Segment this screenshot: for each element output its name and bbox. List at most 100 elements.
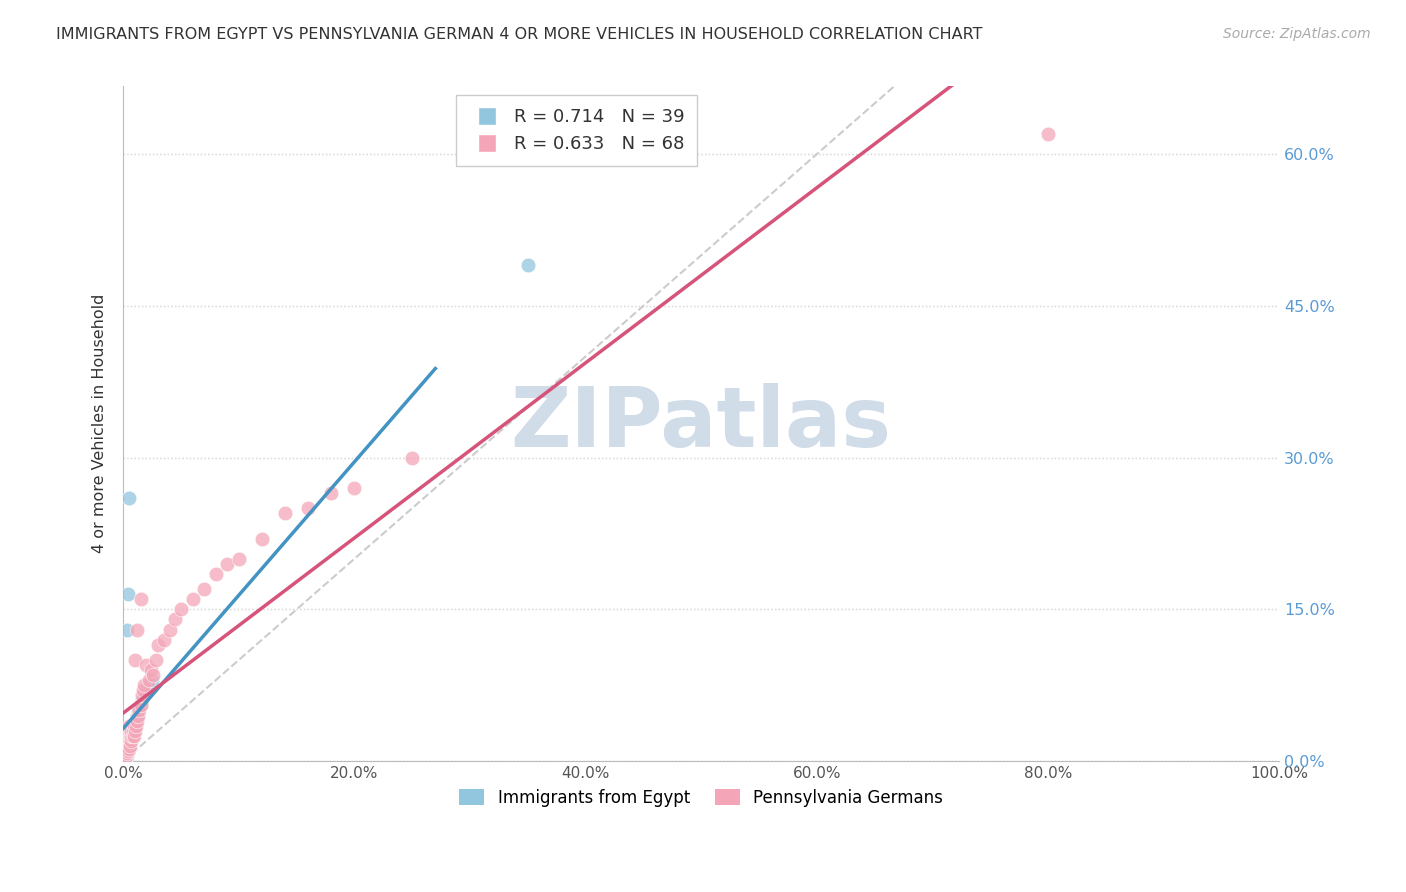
Point [135,657,157,672]
Point [125,719,148,733]
Point [120,729,142,743]
Point [139,663,162,677]
Point [115,742,138,756]
Point [114,749,136,764]
Point [131,689,153,703]
Point [120,729,142,743]
Point [122,723,145,738]
Point [138,673,160,688]
Point [114,723,136,738]
Point [121,729,143,743]
Point [297,501,319,516]
Point [120,734,142,748]
Point [118,719,141,733]
Point [118,729,141,743]
Point [121,723,143,738]
Point [274,506,297,520]
Point [114,744,136,758]
Point [121,723,143,738]
Point [117,729,139,743]
Point [204,566,226,581]
Point [127,704,149,718]
Point [118,739,141,753]
Point [135,683,157,698]
Point [129,698,152,713]
Point [114,739,136,753]
Point [118,734,141,748]
Point [131,693,153,707]
Point [114,734,136,748]
Point [118,736,141,750]
Point [115,749,138,764]
Point [114,749,136,764]
Point [120,739,142,753]
Point [114,723,136,738]
Point [321,486,343,500]
Point [117,734,139,748]
Point [124,723,146,738]
Point [120,731,142,746]
Point [117,744,139,758]
Point [152,632,174,647]
Point [127,623,149,637]
Point [114,739,136,753]
Point [117,587,139,601]
Point [132,689,155,703]
Point [114,744,136,758]
Point [170,602,193,616]
Point [117,744,139,758]
Point [127,714,149,728]
Point [127,708,149,723]
Point [118,725,141,739]
Point [118,742,141,756]
Text: Source: ZipAtlas.com: Source: ZipAtlas.com [1223,27,1371,41]
Point [146,638,169,652]
Point [114,744,136,758]
Point [115,734,138,748]
Point [401,450,423,465]
Point [120,729,142,743]
Point [1036,127,1059,141]
Point [343,481,366,495]
Point [120,734,142,748]
Point [122,729,145,743]
Point [117,734,139,748]
Point [115,623,138,637]
Point [142,668,165,682]
Point [114,749,136,764]
Point [120,725,142,739]
Point [127,708,149,723]
Point [129,592,152,607]
Point [115,725,138,739]
Point [124,653,146,667]
Point [193,582,215,596]
Point [120,723,142,738]
Point [228,551,250,566]
Point [217,557,239,571]
Point [115,744,138,758]
Point [115,746,138,760]
Point [516,259,538,273]
Point [115,731,138,746]
Y-axis label: 4 or more Vehicles in Household: 4 or more Vehicles in Household [93,294,107,553]
Text: IMMIGRANTS FROM EGYPT VS PENNSYLVANIA GERMAN 4 OR MORE VEHICLES IN HOUSEHOLD COR: IMMIGRANTS FROM EGYPT VS PENNSYLVANIA GE… [56,27,983,42]
Point [132,683,155,698]
Point [114,734,136,748]
Point [115,736,138,750]
Point [117,739,139,753]
Point [114,734,136,748]
Point [250,532,273,546]
Point [124,719,146,733]
Point [118,491,141,505]
Legend: Immigrants from Egypt, Pennsylvania Germans: Immigrants from Egypt, Pennsylvania Germ… [453,782,949,814]
Point [165,612,187,626]
Point [122,719,145,733]
Point [114,739,136,753]
Point [118,731,141,746]
Point [141,673,163,688]
Point [132,678,155,692]
Text: ZIPatlas: ZIPatlas [510,384,891,464]
Point [115,739,138,753]
Point [114,734,136,748]
Point [117,739,139,753]
